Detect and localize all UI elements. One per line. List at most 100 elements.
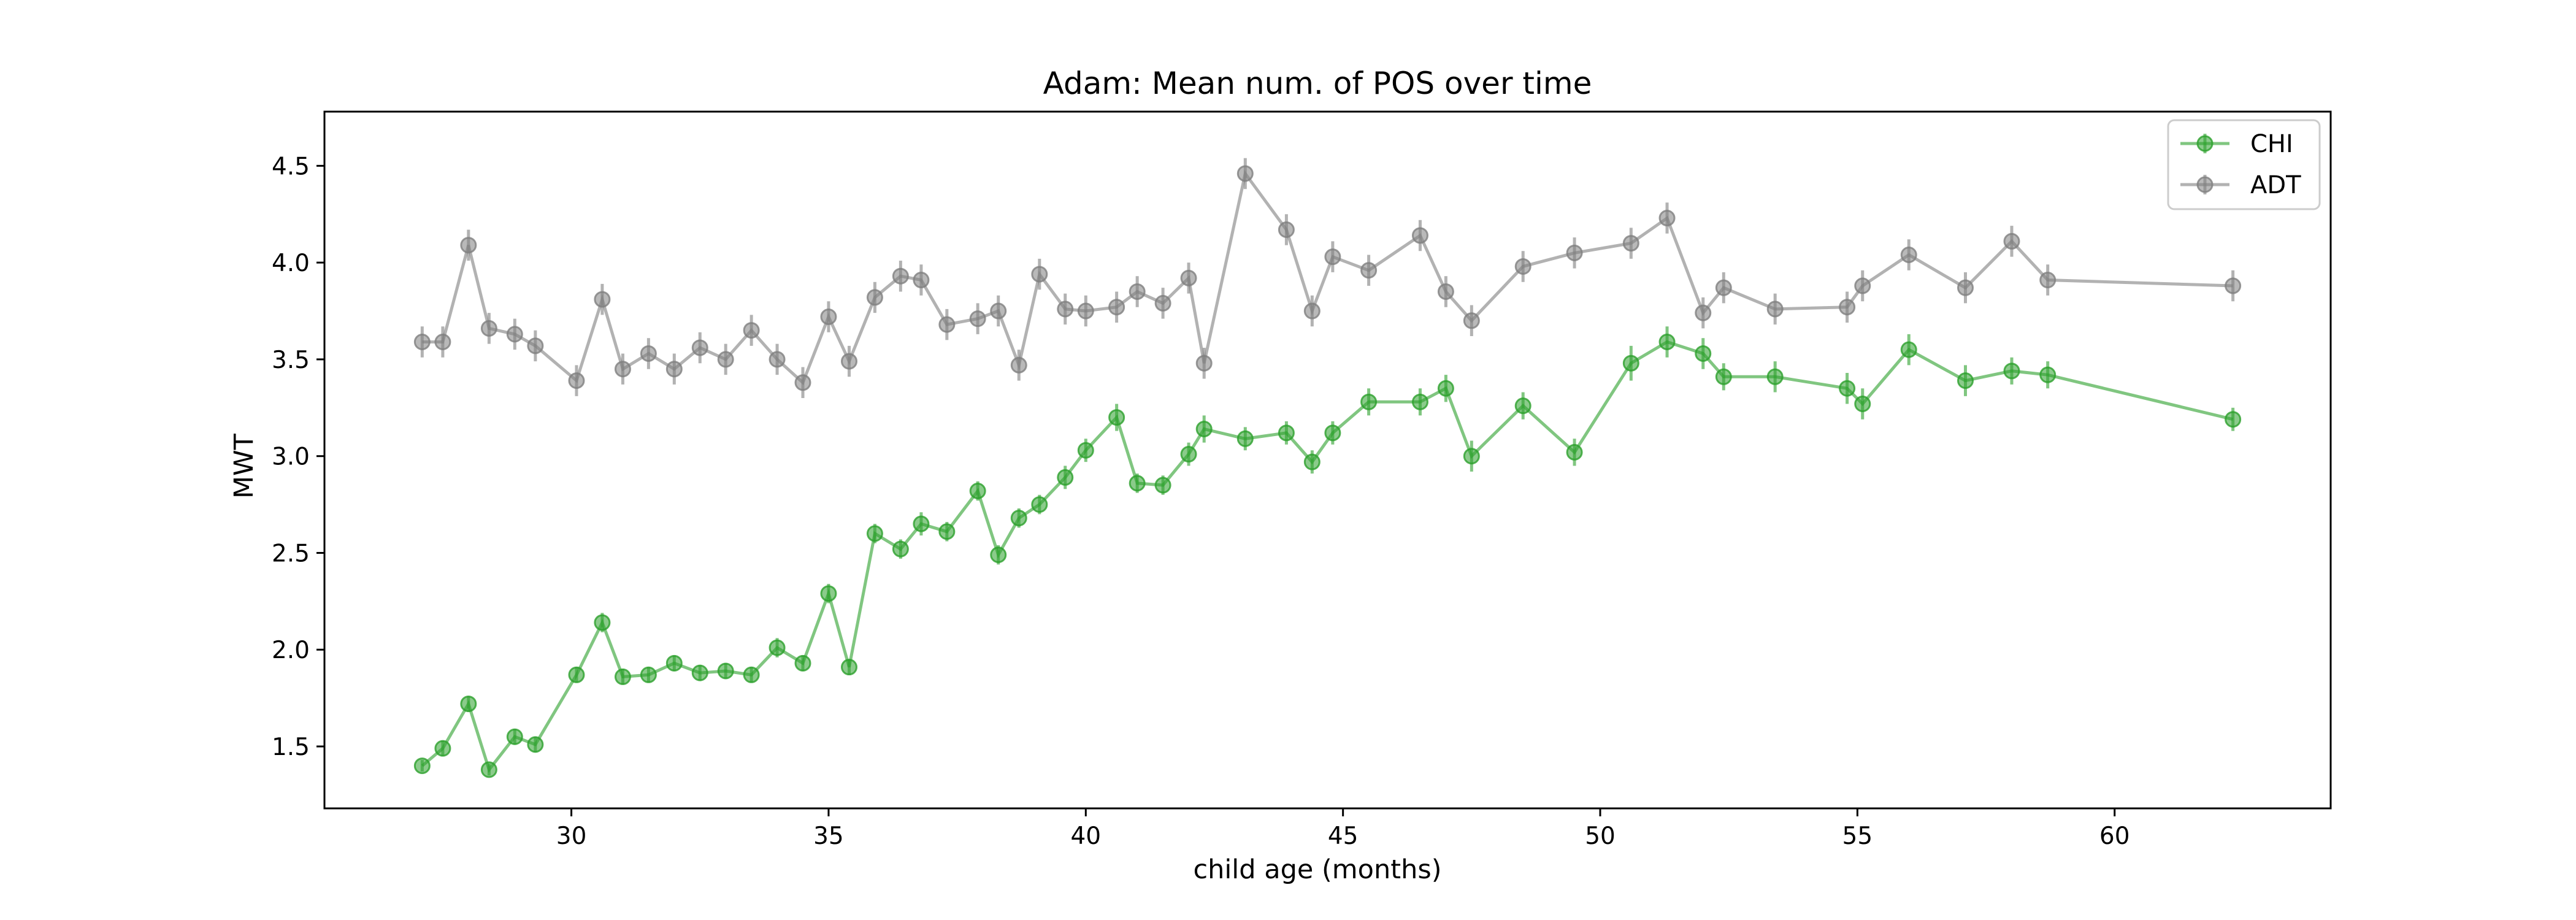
x-axis-label: child age (months) bbox=[1193, 854, 1441, 885]
data-point-chi-42 bbox=[1566, 443, 1583, 461]
data-point-adt-40 bbox=[1463, 312, 1480, 329]
data-point-adt-41 bbox=[1514, 258, 1531, 275]
x-axis: 30 35 40 45 50 55 60 bbox=[556, 808, 2130, 850]
y-tick-label-0: 1.5 bbox=[272, 734, 310, 761]
data-point-chi-20 bbox=[913, 515, 930, 532]
data-point-adt-19 bbox=[892, 267, 909, 285]
legend-label-chi: CHI bbox=[2250, 130, 2293, 158]
x-tick-label-5: 55 bbox=[1842, 822, 1873, 850]
data-point-chi-43 bbox=[1622, 355, 1639, 372]
data-point-adt-30 bbox=[1154, 294, 1171, 312]
x-tick-label-6: 60 bbox=[2099, 822, 2130, 850]
data-point-adt-47 bbox=[1766, 301, 1784, 318]
legend: CHI ADT bbox=[2167, 119, 2321, 210]
data-point-adt-21 bbox=[938, 316, 956, 333]
data-point-adt-27 bbox=[1077, 302, 1094, 320]
data-point-adt-46 bbox=[1715, 279, 1732, 296]
x-tick-label-1: 35 bbox=[813, 822, 844, 850]
y-tick-label-1: 2.0 bbox=[272, 637, 310, 664]
legend-marker-chi bbox=[2196, 135, 2214, 152]
data-point-chi-39 bbox=[1437, 380, 1454, 397]
data-point-adt-13 bbox=[743, 322, 760, 339]
data-point-chi-1 bbox=[434, 740, 451, 757]
data-point-adt-2 bbox=[460, 237, 477, 254]
data-point-chi-12 bbox=[717, 662, 734, 680]
y-axis: 1.5 2.0 2.5 3.0 3.5 4.0 4.5 bbox=[272, 153, 324, 761]
data-point-chi-21 bbox=[938, 523, 956, 540]
data-point-adt-38 bbox=[1411, 227, 1428, 244]
data-point-adt-51 bbox=[1957, 279, 1974, 296]
data-point-adt-9 bbox=[640, 345, 657, 362]
data-point-chi-52 bbox=[2003, 362, 2020, 380]
legend-label-adt: ADT bbox=[2250, 171, 2301, 199]
data-point-adt-35 bbox=[1303, 302, 1321, 320]
series-chi bbox=[413, 326, 2242, 778]
data-point-chi-45 bbox=[1695, 345, 1712, 362]
data-point-chi-28 bbox=[1108, 409, 1125, 426]
data-point-chi-30 bbox=[1154, 477, 1171, 494]
data-point-adt-12 bbox=[717, 351, 734, 368]
data-point-adt-14 bbox=[769, 351, 786, 368]
data-point-adt-5 bbox=[527, 337, 544, 355]
data-point-adt-22 bbox=[969, 310, 986, 328]
data-point-adt-28 bbox=[1108, 299, 1125, 316]
series-line-chi bbox=[421, 340, 2234, 773]
data-point-chi-11 bbox=[691, 664, 708, 681]
data-point-adt-34 bbox=[1278, 221, 1295, 238]
data-point-chi-26 bbox=[1057, 469, 1074, 486]
data-point-chi-5 bbox=[527, 736, 544, 753]
data-point-chi-18 bbox=[866, 525, 883, 542]
data-point-adt-39 bbox=[1437, 283, 1454, 300]
data-point-chi-41 bbox=[1514, 397, 1531, 415]
data-point-adt-1 bbox=[434, 334, 451, 351]
data-point-adt-44 bbox=[1658, 210, 1676, 227]
data-point-adt-3 bbox=[480, 320, 497, 337]
data-point-adt-7 bbox=[594, 291, 611, 308]
data-point-adt-20 bbox=[913, 272, 930, 289]
data-point-chi-3 bbox=[480, 761, 497, 778]
data-point-chi-8 bbox=[614, 668, 631, 685]
data-point-adt-11 bbox=[691, 339, 708, 356]
data-point-chi-32 bbox=[1195, 421, 1213, 438]
data-point-adt-15 bbox=[794, 374, 811, 391]
data-point-chi-34 bbox=[1278, 424, 1295, 442]
y-tick-label-4: 3.5 bbox=[272, 347, 310, 374]
data-point-adt-16 bbox=[820, 308, 837, 325]
data-point-adt-25 bbox=[1031, 266, 1048, 283]
x-tick-label-4: 50 bbox=[1585, 822, 1616, 850]
x-tick-label-0: 30 bbox=[556, 822, 587, 850]
data-point-adt-17 bbox=[840, 353, 857, 370]
data-point-adt-50 bbox=[1900, 247, 1917, 264]
axes-frame bbox=[323, 110, 2332, 810]
data-point-chi-44 bbox=[1658, 334, 1676, 351]
data-point-adt-23 bbox=[990, 302, 1007, 320]
data-point-chi-50 bbox=[1900, 341, 1917, 358]
y-tick-label-6: 4.5 bbox=[272, 153, 310, 180]
data-point-chi-36 bbox=[1324, 424, 1341, 442]
data-point-adt-8 bbox=[614, 361, 631, 378]
data-point-chi-16 bbox=[820, 585, 837, 602]
data-point-chi-23 bbox=[990, 546, 1007, 564]
data-point-adt-52 bbox=[2003, 232, 2020, 250]
x-tick-label-2: 40 bbox=[1070, 822, 1101, 850]
data-point-adt-10 bbox=[665, 361, 683, 378]
data-point-chi-29 bbox=[1129, 475, 1146, 492]
data-point-chi-13 bbox=[743, 666, 760, 683]
data-point-chi-2 bbox=[460, 696, 477, 713]
data-point-adt-29 bbox=[1129, 283, 1146, 300]
data-point-chi-35 bbox=[1303, 453, 1321, 470]
y-axis-label: MWT bbox=[229, 433, 259, 499]
data-point-chi-27 bbox=[1077, 442, 1094, 459]
data-point-adt-26 bbox=[1057, 301, 1074, 318]
data-point-chi-48 bbox=[1839, 380, 1856, 397]
data-point-chi-33 bbox=[1236, 430, 1254, 447]
data-point-chi-31 bbox=[1180, 446, 1197, 463]
data-point-chi-6 bbox=[568, 666, 585, 683]
data-point-adt-4 bbox=[506, 326, 523, 343]
data-point-adt-45 bbox=[1695, 304, 1712, 321]
data-point-chi-40 bbox=[1463, 448, 1480, 465]
chart-title: Adam: Mean num. of POS over time bbox=[1043, 66, 1592, 101]
data-point-chi-14 bbox=[769, 639, 786, 656]
